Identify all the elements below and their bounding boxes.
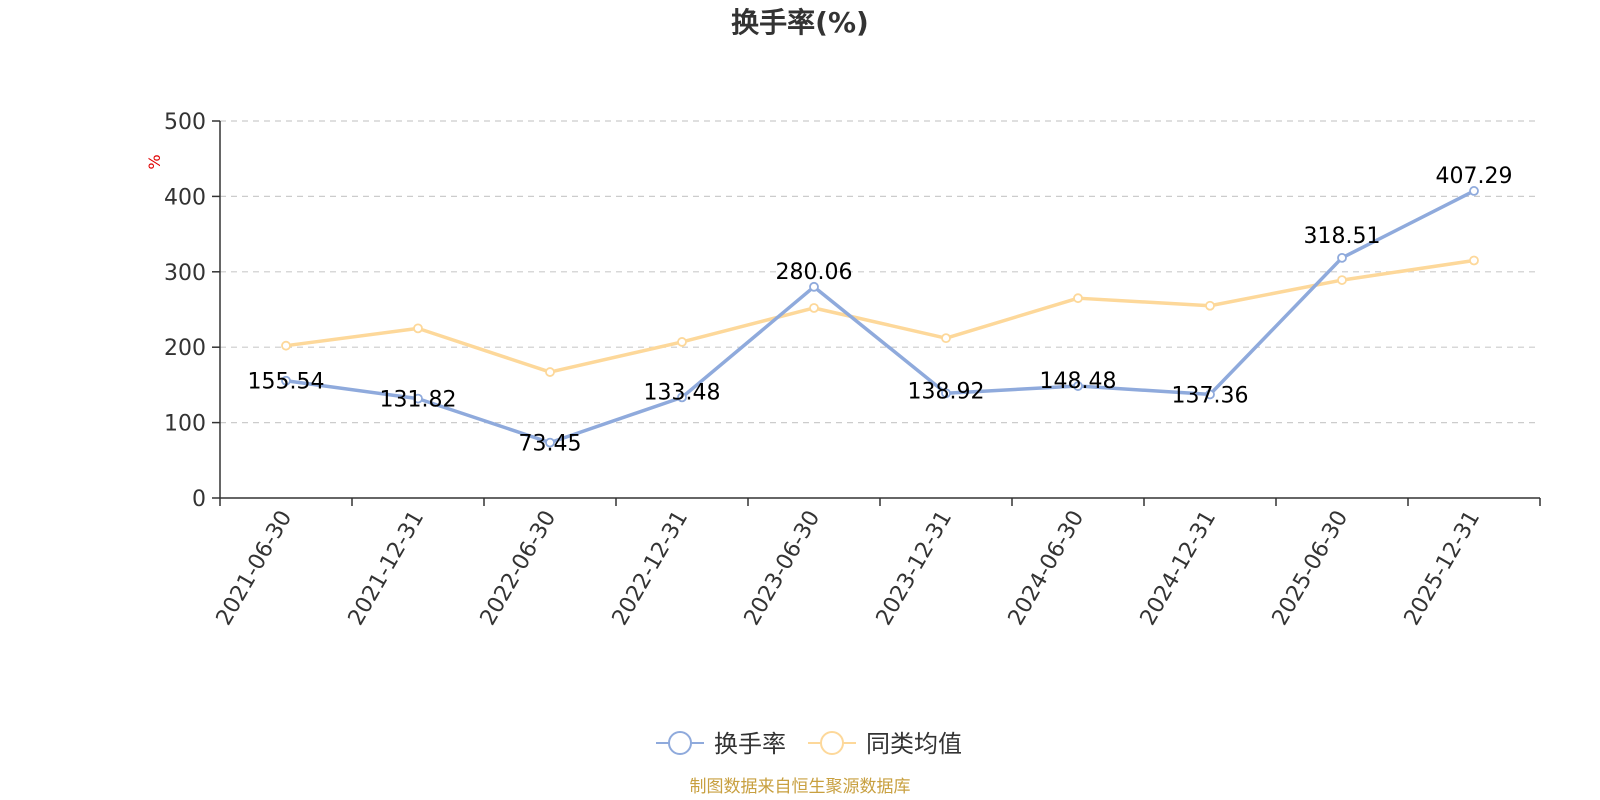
data-label: 148.48 [1040, 369, 1117, 394]
data-labels: 155.54 131.82 73.45 133.48 280.06 138.92 148.4… [248, 164, 1513, 457]
x-tick-label: 2021-06-30 [212, 507, 298, 630]
legend-item-0[interactable]: 换手率 [656, 730, 786, 758]
x-tick-label: 2023-12-31 [872, 507, 958, 630]
x-tick-label: 2021-12-31 [344, 507, 430, 630]
y-tick-label: 500 [164, 110, 206, 135]
x-tick-label: 2022-12-31 [608, 507, 694, 630]
x-tick-label: 2025-06-30 [1268, 507, 1354, 630]
series-point-1 [545, 367, 555, 377]
series-point-1 [1337, 275, 1347, 285]
series-point-1 [809, 303, 819, 313]
grid-lines [220, 120, 1540, 424]
series-point-1 [413, 323, 423, 334]
series-point-0 [1205, 389, 1215, 400]
series-lines [281, 186, 1479, 448]
series-point-1 [1469, 255, 1479, 266]
data-label: 280.06 [776, 260, 853, 285]
data-label: 155.54 [248, 370, 325, 395]
series-point-0 [677, 392, 687, 403]
series-point-1 [941, 333, 951, 344]
series-point-1 [281, 340, 291, 351]
y-tick-label: 200 [164, 336, 206, 361]
y-tick-label: 0 [192, 487, 206, 512]
legend-marker [820, 731, 844, 755]
y-tick-label: 400 [164, 185, 206, 210]
series-point-0 [281, 375, 291, 386]
series-point-1 [1205, 300, 1215, 311]
series-line-1 [285, 258, 1475, 374]
x-tick-label: 2022-06-30 [476, 507, 562, 630]
x-tick-label: 2025-12-31 [1400, 507, 1486, 630]
y-axis-unit: % [145, 154, 164, 169]
axes: 0 100 200 300 400 500 2021-06-30 2021-12-31 2022… [164, 110, 1541, 630]
series-point-0 [545, 437, 555, 448]
series-point-0 [1337, 252, 1347, 263]
legend-label: 同类均值 [866, 730, 962, 758]
y-tick-label: 100 [164, 412, 206, 437]
series-point-0 [941, 388, 951, 399]
x-tick-label: 2024-06-30 [1004, 507, 1090, 630]
data-label: 318.51 [1304, 224, 1381, 249]
x-tick-label: 2023-06-30 [740, 507, 826, 630]
data-label: 137.36 [1172, 383, 1249, 408]
data-label: 131.82 [380, 388, 457, 413]
data-label: 138.92 [908, 379, 985, 404]
series-point-0 [1073, 381, 1083, 391]
data-label: 133.48 [644, 380, 721, 405]
series-point-1 [1073, 293, 1083, 304]
y-tick-label: 300 [164, 261, 206, 286]
series-point-0 [1469, 186, 1479, 196]
series-line-0 [285, 189, 1475, 445]
source-note: 制图数据来自恒生聚源数据库 [690, 777, 911, 797]
legend-marker [668, 731, 692, 755]
series-point-0 [809, 281, 819, 292]
chart-title: 换手率(%) [731, 6, 869, 39]
data-label: 73.45 [519, 432, 582, 457]
x-tick-label: 2024-12-31 [1136, 507, 1222, 630]
legend[interactable]: 换手率 同类均值 [656, 730, 962, 758]
data-label: 407.29 [1436, 164, 1513, 189]
series-point-0 [413, 393, 423, 404]
series-point-1 [677, 337, 687, 347]
legend-label: 换手率 [714, 730, 786, 758]
legend-item-1[interactable]: 同类均值 [808, 730, 962, 758]
